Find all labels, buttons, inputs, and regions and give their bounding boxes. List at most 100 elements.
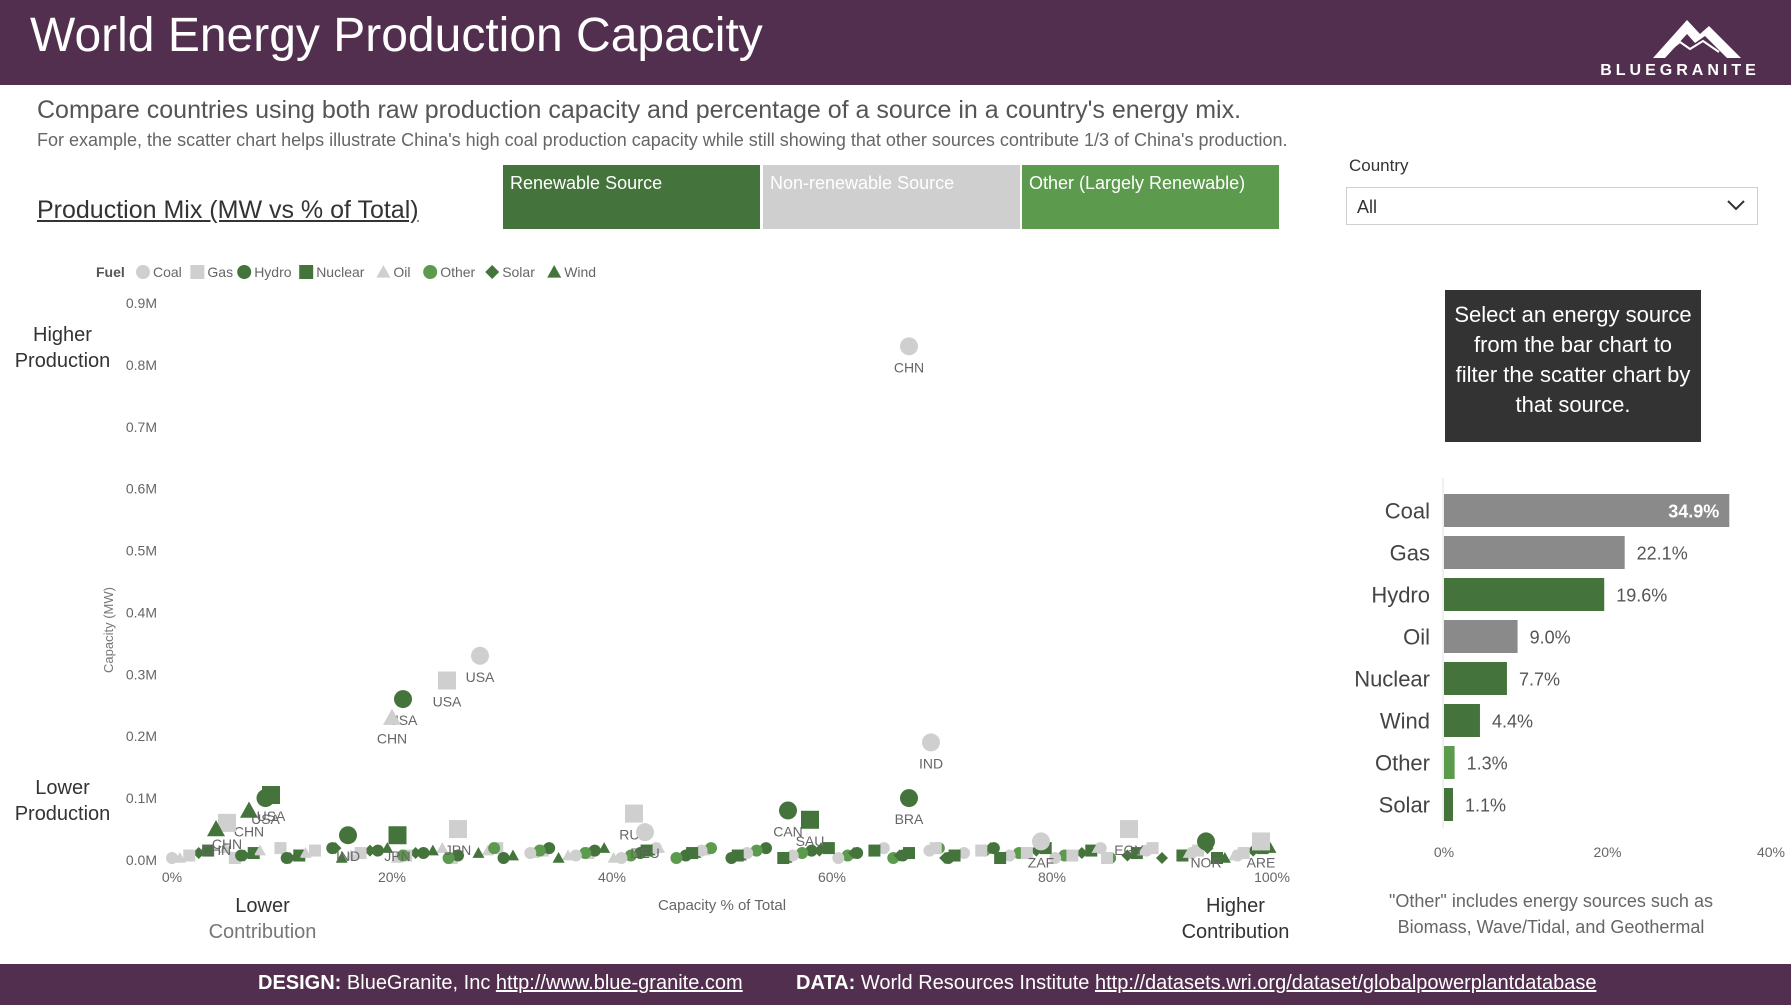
scatter-point[interactable]: [877, 842, 890, 855]
scatter-point[interactable]: [192, 847, 205, 860]
scatter-point[interactable]: [397, 849, 409, 862]
scatter-point[interactable]: [1121, 849, 1134, 862]
scatter-point-chn-oil[interactable]: [383, 708, 401, 725]
scatter-point[interactable]: [731, 849, 744, 862]
country-dropdown[interactable]: All: [1346, 187, 1758, 225]
scatter-point-egy-gas[interactable]: [1120, 820, 1138, 839]
energy-source-bar-chart[interactable]: 0% 20% 40% Coal 34.9% Gas 22.1% Hydro 19.6% Oil 9…: [1330, 470, 1791, 870]
scatter-point[interactable]: [183, 849, 196, 862]
scatter-point[interactable]: [569, 849, 582, 862]
scatter-point[interactable]: [1091, 842, 1104, 853]
scatter-point-are-gas[interactable]: [1252, 832, 1270, 851]
scatter-point[interactable]: [670, 852, 683, 864]
scatter-point[interactable]: [893, 849, 906, 862]
scatter-point[interactable]: [472, 847, 485, 858]
scatter-point[interactable]: [1066, 849, 1079, 862]
scatter-point[interactable]: [533, 844, 546, 857]
scatter-point-deu-coal[interactable]: [636, 823, 654, 842]
scatter-point[interactable]: [1182, 847, 1195, 858]
scatter-point[interactable]: [173, 852, 186, 863]
scatter-point-chn-coal[interactable]: [900, 337, 918, 356]
scatter-point-bra-hydro[interactable]: [900, 789, 918, 808]
scatter-point[interactable]: [975, 844, 988, 857]
scatter-point[interactable]: [1137, 844, 1150, 856]
legend-marker-gas[interactable]: [190, 265, 205, 279]
legend-marker-solar[interactable]: [485, 265, 500, 279]
scatter-point[interactable]: [543, 842, 556, 855]
legend-marker-oil[interactable]: [376, 265, 391, 278]
scatter-point[interactable]: [436, 842, 449, 853]
scatter-point[interactable]: [507, 849, 519, 861]
scatter-point[interactable]: [1020, 847, 1033, 860]
scatter-point[interactable]: [1176, 849, 1189, 862]
non-renewable-source-button[interactable]: Non-renewable Source: [763, 165, 1020, 229]
scatter-point[interactable]: [777, 852, 790, 864]
scatter-point[interactable]: [813, 844, 826, 857]
scatter-point[interactable]: [939, 852, 952, 864]
scatter-point-can-hydro[interactable]: [779, 801, 797, 820]
scatter-point[interactable]: [280, 852, 293, 864]
scatter-point[interactable]: [552, 852, 565, 863]
scatter-point-usa-gas[interactable]: [438, 671, 456, 690]
scatter-point[interactable]: [244, 847, 257, 858]
scatter-point[interactable]: [805, 844, 818, 857]
scatter-point[interactable]: [615, 852, 628, 864]
scatter-point-sau-nuclear[interactable]: [801, 810, 819, 829]
legend-marker-nuclear[interactable]: [299, 265, 314, 279]
scatter-point[interactable]: [497, 852, 510, 864]
scatter-point[interactable]: [290, 849, 303, 861]
bar-oil[interactable]: [1444, 620, 1518, 653]
scatter-point[interactable]: [579, 847, 592, 860]
bar-nuclear[interactable]: [1444, 662, 1507, 695]
scatter-point[interactable]: [335, 852, 348, 863]
scatter-point[interactable]: [235, 849, 248, 862]
scatter-point[interactable]: [1003, 849, 1016, 862]
renewable-source-button[interactable]: Renewable Source: [503, 165, 760, 229]
scatter-point-chn-wind[interactable]: [240, 801, 258, 818]
scatter-point[interactable]: [640, 844, 653, 857]
scatter-point[interactable]: [832, 852, 845, 864]
bar-wind[interactable]: [1444, 704, 1480, 737]
scatter-point-rus-gas[interactable]: [625, 804, 643, 823]
scatter-point[interactable]: [796, 847, 809, 860]
scatter-point[interactable]: [299, 847, 312, 858]
scatter-point-usa-coal[interactable]: [471, 646, 489, 665]
scatter-point-usa-hydro[interactable]: [256, 789, 275, 808]
scatter-point[interactable]: [984, 842, 997, 855]
scatter-point[interactable]: [650, 842, 662, 855]
bar-gas[interactable]: [1444, 536, 1625, 569]
scatter-point[interactable]: [760, 842, 772, 855]
scatter-point-jpn-gas[interactable]: [449, 820, 467, 839]
legend-marker-other[interactable]: [423, 265, 438, 279]
scatter-point-usa-hydro[interactable]: [394, 690, 412, 709]
production-mix-scatter-chart[interactable]: Fuel Coal Gas Hydro Nuclear Oil Other Solar Wind…: [0, 250, 1330, 950]
scatter-point[interactable]: [371, 844, 384, 857]
legend-marker-wind[interactable]: [547, 265, 562, 278]
scatter-point[interactable]: [929, 842, 942, 855]
scatter-point[interactable]: [786, 849, 799, 862]
scatter-point[interactable]: [903, 847, 915, 860]
scatter-point[interactable]: [686, 847, 699, 860]
bar-hydro[interactable]: [1444, 578, 1605, 611]
scatter-point[interactable]: [750, 844, 763, 857]
scatter-point[interactable]: [1101, 852, 1113, 864]
scatter-point[interactable]: [326, 842, 339, 855]
design-link[interactable]: http://www.blue-granite.com: [495, 972, 743, 994]
scatter-point[interactable]: [309, 844, 321, 857]
scatter-point[interactable]: [948, 849, 961, 862]
scatter-point[interactable]: [1146, 842, 1159, 855]
scatter-point[interactable]: [1237, 847, 1250, 860]
scatter-point[interactable]: [848, 847, 860, 860]
scatter-point[interactable]: [624, 849, 637, 862]
scatter-point[interactable]: [1130, 847, 1143, 860]
scatter-point[interactable]: [254, 844, 266, 856]
scatter-point[interactable]: [219, 842, 232, 853]
scatter-point[interactable]: [705, 842, 717, 855]
scatter-point[interactable]: [199, 844, 211, 856]
scatter-point[interactable]: [598, 842, 611, 853]
scatter-point[interactable]: [1218, 852, 1231, 863]
scatter-point[interactable]: [417, 847, 430, 860]
scatter-point[interactable]: [1075, 847, 1088, 860]
bar-coal[interactable]: [1444, 494, 1730, 527]
other-source-button[interactable]: Other (Largely Renewable): [1022, 165, 1279, 229]
